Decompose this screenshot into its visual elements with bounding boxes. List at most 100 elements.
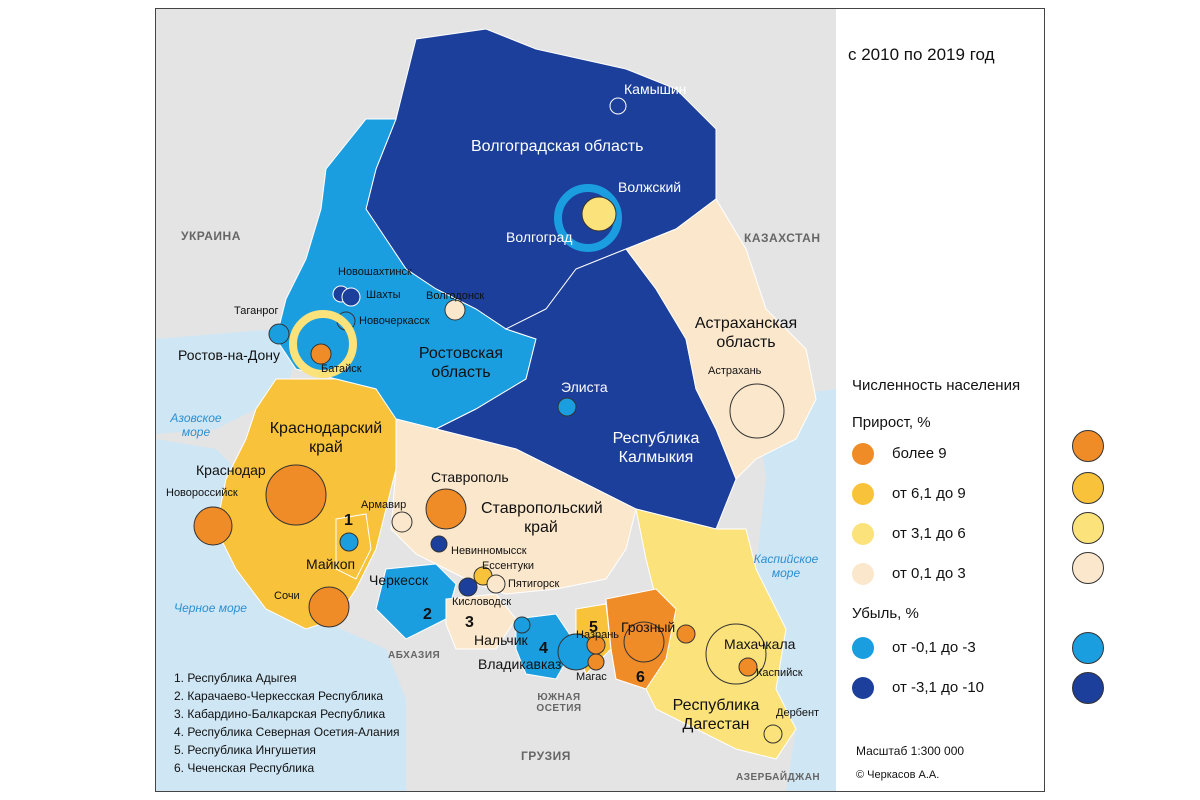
note-1: 1. Республика Адыгея: [174, 671, 297, 685]
label-krasnodar-krai: Краснодарский край: [269, 420, 383, 456]
country-south-ossetia: ЮЖНАЯ ОСЕТИЯ: [536, 692, 582, 714]
region-number-1: 1: [344, 512, 353, 529]
marker-magas: [587, 653, 605, 671]
scale-label: Масштаб 1:300 000: [856, 744, 965, 758]
region-stavropol: [390, 418, 637, 595]
country-azerbaijan: АЗЕРБАЙДЖАН: [736, 772, 821, 783]
city-elista: Элиста: [561, 379, 608, 395]
label-dagestan: Республика Дагестан: [672, 697, 760, 733]
country-kazakhstan: КАЗАХСТАН: [744, 231, 821, 245]
region-number-5: 5: [589, 619, 598, 636]
city-derbent: Дербент: [776, 707, 820, 719]
legend-big-swatch-6: [1072, 672, 1104, 704]
city-nalchik: Нальчик: [474, 632, 528, 648]
city-rostov: Ростов-на-Дону: [178, 347, 280, 363]
legend-decline-title: Убыль, %: [852, 605, 919, 622]
legend-swatch: [852, 443, 874, 465]
marker-novorossiysk: [193, 506, 233, 546]
city-volgograd: Волгоград: [506, 229, 573, 245]
note-4: 4. Республика Северная Осетия-Алания: [174, 725, 400, 739]
country-georgia: ГРУЗИЯ: [521, 749, 571, 763]
city-makhachkala: Махачкала: [724, 636, 796, 652]
country-ukraine: УКРАИНА: [181, 229, 241, 243]
marker-grozny: [623, 621, 665, 663]
marker-bataysk: [310, 343, 332, 365]
city-bataysk: Батайск: [321, 363, 362, 375]
note-5: 5. Республика Ингушетия: [174, 743, 316, 757]
sea-azov: Азовское море: [170, 411, 222, 439]
region-number-2: 2: [423, 606, 432, 623]
legend-label: от -3,1 до -10: [892, 679, 985, 696]
marker-krasnodar: [265, 464, 327, 526]
marker-shakhty: [341, 287, 361, 307]
city-cherkessk: Черкесск: [369, 572, 429, 588]
city-nazran: Назрань: [576, 629, 620, 641]
sea-caspian: Каспийское море: [753, 552, 819, 580]
legend-label: от 3,1 до 6: [892, 525, 966, 542]
city-taganrog: Таганрог: [234, 305, 279, 317]
city-sochi: Сочи: [274, 590, 300, 602]
marker-kislovodsk: [458, 577, 478, 597]
legend-swatch: [852, 483, 874, 505]
label-volgograd-oblast: Волгоградская область: [471, 138, 644, 155]
legend-big-swatch-5: [1072, 632, 1104, 664]
marker-pyatigorsk: [486, 574, 506, 594]
city-kislovodsk: Кисловодск: [452, 596, 512, 608]
city-kaspiysk: Каспийск: [756, 667, 803, 679]
marker-volzhsky: [581, 196, 617, 232]
caspian-sea: [756, 389, 836, 791]
sea-black: Черное море: [174, 601, 247, 615]
city-kamyshin: Камышин: [624, 81, 687, 97]
marker-sochi: [308, 586, 350, 628]
city-magas: Магас: [576, 671, 607, 683]
legend-growth-title: Прирост, %: [852, 414, 931, 431]
region-kbr: [445, 593, 517, 650]
city-volgodonsk: Волгодонск: [426, 290, 485, 302]
city-volzhsky: Волжский: [618, 179, 682, 195]
city-novoshakhtinsk: Новошахтинск: [338, 266, 412, 278]
legend-label: от -0,1 до -3: [892, 639, 976, 656]
city-novocherkassk: Новочеркасск: [359, 315, 430, 327]
legend-big-swatch-2: [1072, 472, 1104, 504]
note-3: 3. Кабардино-Балкарская Республика: [174, 707, 386, 721]
city-maykop: Майкоп: [306, 556, 356, 572]
region-numbers-legend: 1. Республика Адыгея 2. Карачаево-Черкес…: [174, 669, 400, 777]
legend-title: Численность населения: [852, 377, 1021, 394]
city-grozny: Грозный: [621, 619, 676, 635]
legend-label: более 9: [892, 445, 947, 462]
marker-astrakhan: [729, 383, 785, 439]
legend-label: от 6,1 до 9: [892, 485, 966, 502]
city-shakhty: Шахты: [366, 289, 401, 301]
map-frame: УКРАИНА КАЗАХСТАН АБХАЗИЯ ЮЖНАЯ ОСЕТИЯ Г…: [155, 8, 1045, 792]
marker-volgodonsk: [444, 299, 466, 321]
note-2: 2. Карачаево-Черкесская Республика: [174, 689, 384, 703]
marker-nevinnomyssk: [430, 535, 448, 553]
marker-stavropol: [425, 488, 467, 530]
marker-armavir: [391, 511, 413, 533]
city-vladikavkaz: Владикавказ: [478, 656, 562, 672]
legend-swatch: [852, 563, 874, 585]
marker-rostov-ring: [289, 310, 357, 378]
marker-taganrog: [268, 323, 290, 345]
city-novorossiysk: Новороссийск: [166, 487, 238, 499]
marker-nalchik: [513, 616, 531, 634]
marker-derbent: [763, 724, 783, 744]
country-abkhazia: АБХАЗИЯ: [388, 650, 441, 661]
region-number-6: 6: [636, 669, 645, 686]
region-number-4: 4: [539, 640, 548, 657]
city-essentuki: Ессентуки: [482, 560, 535, 572]
label-kalmykia: Республика Калмыкия: [612, 430, 700, 466]
city-pyatigorsk: Пятигорск: [508, 578, 560, 590]
label-stavropol-krai: Ставропольский край: [481, 500, 603, 536]
city-astrakhan: Астрахань: [708, 365, 762, 377]
legend-big-swatch-4: [1072, 552, 1104, 584]
city-nevinnomyssk: Невинномысск: [451, 545, 527, 557]
legend-swatch: [852, 677, 874, 699]
marker-volgograd-ring: [554, 184, 622, 252]
marker-gudermes: [676, 624, 696, 644]
marker-kaspiysk: [738, 657, 758, 677]
marker-maykop: [339, 532, 359, 552]
azov-sea: [156, 329, 296, 434]
legend-swatch: [852, 637, 874, 659]
note-6: 6. Чеченская Республика: [174, 761, 315, 775]
